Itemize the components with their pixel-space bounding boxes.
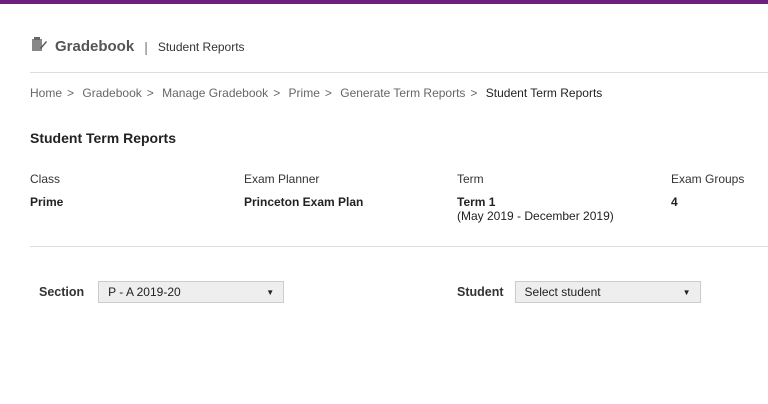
- detail-value: Term 1: [457, 195, 496, 209]
- divider: [30, 246, 768, 247]
- detail-value: Prime: [30, 195, 64, 209]
- detail-value: 4: [671, 195, 678, 209]
- breadcrumb-separator: >: [273, 86, 281, 100]
- detail-value: Princeton Exam Plan: [244, 195, 364, 209]
- breadcrumb-home[interactable]: Home: [30, 86, 63, 100]
- detail-term: Term Term 1 (May 2019 - December 2019): [457, 172, 614, 223]
- detail-label: Exam Planner: [244, 172, 320, 186]
- breadcrumb-gradebook[interactable]: Gradebook: [82, 86, 142, 100]
- top-bar: [0, 0, 768, 4]
- student-field: Student Select student ▼: [457, 281, 701, 303]
- section-select[interactable]: P - A 2019-20 ▼: [98, 281, 285, 303]
- section-label: Section: [39, 285, 85, 299]
- caret-down-icon: ▼: [682, 287, 691, 297]
- breadcrumb-manage-gradebook[interactable]: Manage Gradebook: [162, 86, 269, 100]
- divider: [30, 72, 768, 73]
- header-subtitle: Student Reports: [157, 39, 245, 54]
- caret-down-icon: ▼: [266, 287, 275, 297]
- breadcrumb: Home > Gradebook > Manage Gradebook > Prime…: [30, 86, 602, 100]
- breadcrumb-current: Student Term Reports: [485, 86, 603, 100]
- breadcrumb-separator: >: [146, 86, 154, 100]
- term-dates: (May 2019 - December 2019): [457, 209, 614, 223]
- detail-class: Class Prime: [30, 172, 63, 209]
- detail-label: Exam Groups: [671, 172, 745, 186]
- breadcrumb-separator: >: [324, 86, 332, 100]
- breadcrumb-separator: >: [470, 86, 478, 100]
- page-header: Gradebook | Student Reports: [31, 36, 245, 57]
- detail-exam-groups: Exam Groups 4: [671, 172, 744, 209]
- student-value: Select student: [524, 285, 601, 299]
- detail-label: Class: [30, 172, 61, 186]
- detail-label: Term: [457, 172, 484, 186]
- header-separator: |: [144, 38, 148, 55]
- breadcrumb-generate-term-reports[interactable]: Generate Term Reports: [340, 86, 466, 100]
- detail-exam-planner: Exam Planner Princeton Exam Plan: [244, 172, 363, 209]
- student-select[interactable]: Select student ▼: [514, 281, 701, 303]
- gradebook-icon: [31, 36, 47, 57]
- section-value: P - A 2019-20: [108, 285, 181, 299]
- student-label: Student: [457, 285, 504, 299]
- section-field: Section P - A 2019-20 ▼: [39, 281, 285, 303]
- breadcrumb-separator: >: [67, 86, 75, 100]
- app-title: Gradebook: [55, 38, 135, 55]
- breadcrumb-prime[interactable]: Prime: [288, 86, 320, 100]
- page-title: Student Term Reports: [30, 130, 176, 146]
